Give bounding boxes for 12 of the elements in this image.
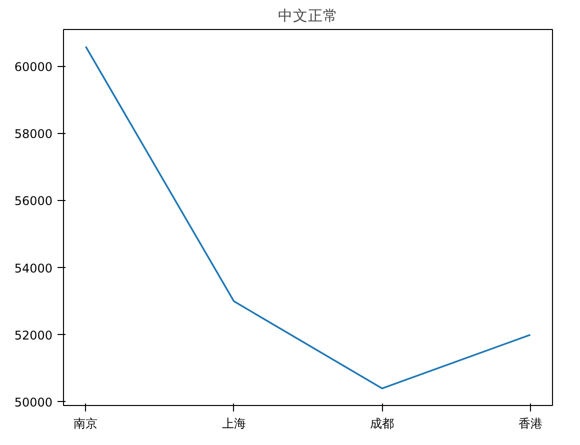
y-tick-label: 50000: [14, 395, 53, 410]
x-tick-label: 南京: [74, 416, 98, 430]
y-tick-label: 52000: [14, 328, 53, 342]
chart-title: 中文正常: [278, 8, 338, 24]
x-tick-label: 成都: [370, 416, 394, 430]
y-tick-label: 56000: [14, 194, 53, 208]
line-series: [84, 46, 532, 390]
x-tick-label: 香港: [518, 416, 542, 430]
y-tick-label: 54000: [14, 261, 53, 276]
y-tick-label: 58000: [14, 127, 53, 142]
x-tick-label: 上海: [222, 416, 246, 430]
y-tick-label: 60000: [14, 60, 53, 74]
